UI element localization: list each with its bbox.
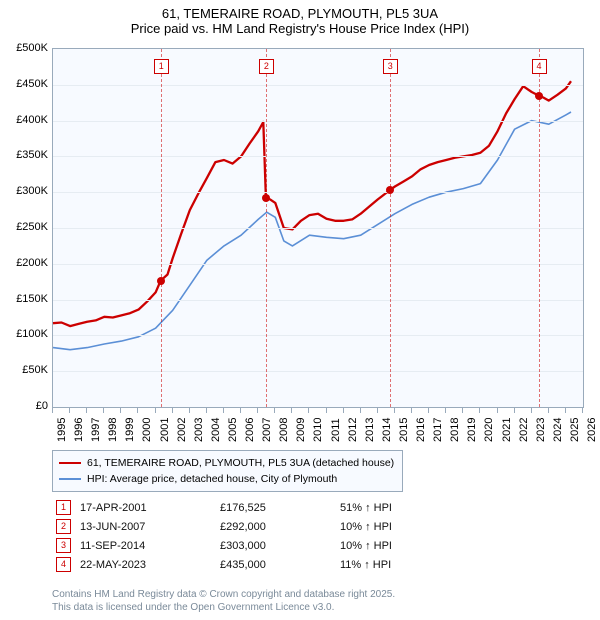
xtick-label: 2013 [364,418,376,442]
xtick-label: 1997 [90,418,102,442]
footer-line1: Contains HM Land Registry data © Crown c… [52,589,395,602]
ytick-label: £300K [2,185,48,197]
sales-row: 1 17-APR-2001£176,52551% ↑ HPI [52,498,460,517]
title-line1: 61, TEMERAIRE ROAD, PLYMOUTH, PL5 3UA [0,6,600,21]
series-line-0 [53,81,571,326]
xtick-label: 2018 [449,418,461,442]
xtick-label: 2012 [347,418,359,442]
sale-marker-box: 3 [383,59,398,74]
xtick-label: 2002 [176,418,188,442]
sale-marker-line [539,49,540,407]
ytick-label: £200K [2,257,48,269]
ytick-label: £100K [2,328,48,340]
xtick-label: 2010 [312,418,324,442]
sale-hpi: 10% ↑ HPI [340,540,460,552]
legend-swatch-0 [59,462,81,464]
xtick-label: 1998 [107,418,119,442]
xtick-label: 2017 [432,418,444,442]
xtick-label: 2019 [466,418,478,442]
sales-row: 2 13-JUN-2007£292,00010% ↑ HPI [52,517,460,536]
sales-row: 4 22-MAY-2023£435,00011% ↑ HPI [52,555,460,574]
legend-label-0: 61, TEMERAIRE ROAD, PLYMOUTH, PL5 3UA (d… [87,457,394,469]
xtick-label: 2011 [330,418,342,442]
sale-price: £435,000 [220,559,340,571]
title-block: 61, TEMERAIRE ROAD, PLYMOUTH, PL5 3UA Pr… [0,0,600,36]
ytick-label: £500K [2,42,48,54]
sale-point [157,277,165,285]
legend: 61, TEMERAIRE ROAD, PLYMOUTH, PL5 3UA (d… [52,450,403,492]
legend-row-1: HPI: Average price, detached house, City… [59,471,394,487]
xtick-label: 2006 [244,418,256,442]
xtick-label: 2016 [415,418,427,442]
sale-price: £303,000 [220,540,340,552]
sale-date: 13-JUN-2007 [80,521,220,533]
sale-point [262,194,270,202]
sale-index-box: 3 [56,538,71,553]
xtick-label: 2024 [552,418,564,442]
sale-index-box: 4 [56,557,71,572]
sale-marker-box: 4 [532,59,547,74]
sale-marker-line [390,49,391,407]
xtick-label: 1996 [73,418,85,442]
ytick-label: £50K [2,364,48,376]
xtick-label: 2000 [141,418,153,442]
sale-price: £176,525 [220,502,340,514]
xtick-label: 1995 [56,418,68,442]
ytick-label: £150K [2,293,48,305]
xtick-label: 2025 [569,418,581,442]
sale-date: 11-SEP-2014 [80,540,220,552]
ytick-label: £400K [2,114,48,126]
xtick-label: 2009 [295,418,307,442]
sale-date: 17-APR-2001 [80,502,220,514]
xtick-label: 2007 [261,418,273,442]
xtick-label: 2020 [483,418,495,442]
sale-marker-line [266,49,267,407]
footer-line2: This data is licensed under the Open Gov… [52,602,395,615]
ytick-label: £0 [2,400,48,412]
sale-index-box: 2 [56,519,71,534]
sale-hpi: 10% ↑ HPI [340,521,460,533]
sale-date: 22-MAY-2023 [80,559,220,571]
sale-index-box: 1 [56,500,71,515]
legend-row-0: 61, TEMERAIRE ROAD, PLYMOUTH, PL5 3UA (d… [59,455,394,471]
chart-area: 1 2 3 4 [52,48,584,408]
sale-marker-box: 1 [154,59,169,74]
xtick-label: 2026 [586,418,598,442]
sale-point [386,186,394,194]
ytick-label: £250K [2,221,48,233]
ytick-label: £450K [2,78,48,90]
xtick-label: 2023 [535,418,547,442]
xtick-label: 2008 [278,418,290,442]
title-line2: Price paid vs. HM Land Registry's House … [0,21,600,36]
xtick-label: 2022 [518,418,530,442]
sales-row: 3 11-SEP-2014£303,00010% ↑ HPI [52,536,460,555]
xtick-label: 2004 [210,418,222,442]
sales-table: 1 17-APR-2001£176,52551% ↑ HPI 2 13-JUN-200… [52,498,460,574]
sale-point [535,92,543,100]
xtick-label: 2014 [381,418,393,442]
legend-label-1: HPI: Average price, detached house, City… [87,473,337,485]
sale-marker-line [161,49,162,407]
footer: Contains HM Land Registry data © Crown c… [52,589,395,614]
xtick-label: 2021 [501,418,513,442]
sale-marker-box: 2 [259,59,274,74]
xtick-label: 2005 [227,418,239,442]
legend-swatch-1 [59,478,81,480]
chart-container: 61, TEMERAIRE ROAD, PLYMOUTH, PL5 3UA Pr… [0,0,600,620]
xtick-label: 2015 [398,418,410,442]
sale-hpi: 11% ↑ HPI [340,559,460,571]
xtick-label: 2001 [159,418,171,442]
xtick-label: 1999 [124,418,136,442]
sale-hpi: 51% ↑ HPI [340,502,460,514]
sale-price: £292,000 [220,521,340,533]
ytick-label: £350K [2,149,48,161]
xtick-label: 2003 [193,418,205,442]
